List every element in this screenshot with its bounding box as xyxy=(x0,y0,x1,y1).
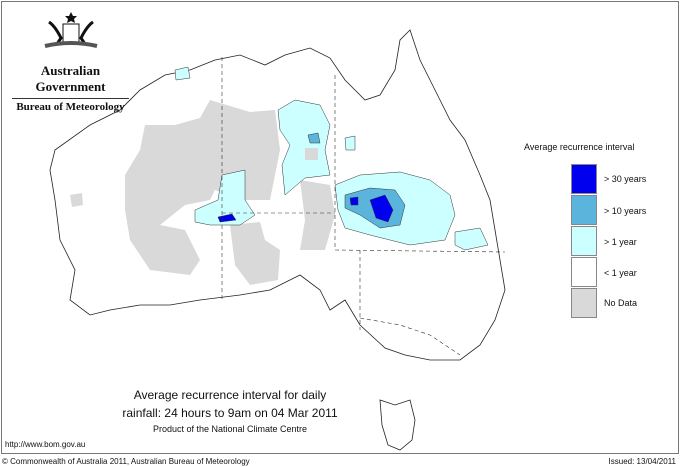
tasmania xyxy=(379,399,416,451)
caption-line1: Average recurrence interval for daily xyxy=(133,388,327,402)
issued-date: Issued: 13/04/2011 xyxy=(608,457,676,466)
caption-line3: Product of the National Climate Centre xyxy=(152,424,308,434)
above-1yr-region-north xyxy=(277,99,331,196)
above-1yr-region-east xyxy=(454,227,489,251)
bureau-label: Bureau of Meteorology xyxy=(12,98,129,113)
above-1yr-region-central xyxy=(194,169,256,226)
copyright-text: © Commonwealth of Australia 2011, Austra… xyxy=(2,457,250,466)
legend-swatch-1yr xyxy=(571,226,597,256)
above-30yr-region xyxy=(369,194,394,223)
caption-line2: rainfall: 24 hours to 9am on 04 Mar 2011 xyxy=(122,406,338,420)
above-30yr-region-small xyxy=(349,196,359,206)
coat-of-arms-icon xyxy=(44,12,97,48)
bom-logo: Australian Government Bureau of Meteorol… xyxy=(8,8,133,113)
no-data-region-east xyxy=(300,180,335,250)
above-10yr-region-north xyxy=(307,132,321,144)
legend-label-under-1yr: < 1 year xyxy=(604,268,637,278)
australia-mainland xyxy=(49,29,506,361)
legend-swatch-under-1yr xyxy=(571,257,597,287)
legend-label-30yr: > 30 years xyxy=(604,174,647,184)
no-data-region-central xyxy=(230,222,280,285)
no-data-region-far-west xyxy=(70,193,83,207)
no-data-hole xyxy=(305,148,318,160)
above-1yr-region-spot xyxy=(344,135,356,151)
legend-label-1yr: > 1 year xyxy=(604,237,637,247)
legend-swatch-30yr xyxy=(571,164,597,194)
legend-swatch-no-data xyxy=(571,288,597,318)
no-data-region-west xyxy=(125,100,280,275)
legend-swatch-10yr xyxy=(571,195,597,225)
state-borders xyxy=(221,57,506,356)
above-1yr-region-nw xyxy=(174,66,191,81)
legend-label-no-data: No Data xyxy=(604,298,638,308)
map-frame xyxy=(1,1,679,454)
legend-label-10yr: > 10 years xyxy=(604,206,647,216)
above-30yr-region-central xyxy=(217,213,237,223)
no-data-region-small xyxy=(145,207,165,220)
government-label: Australian Government xyxy=(35,63,106,94)
legend-title: Average recurrence interval xyxy=(524,142,635,152)
bom-url-link[interactable]: http://www.bom.gov.au xyxy=(5,440,86,449)
